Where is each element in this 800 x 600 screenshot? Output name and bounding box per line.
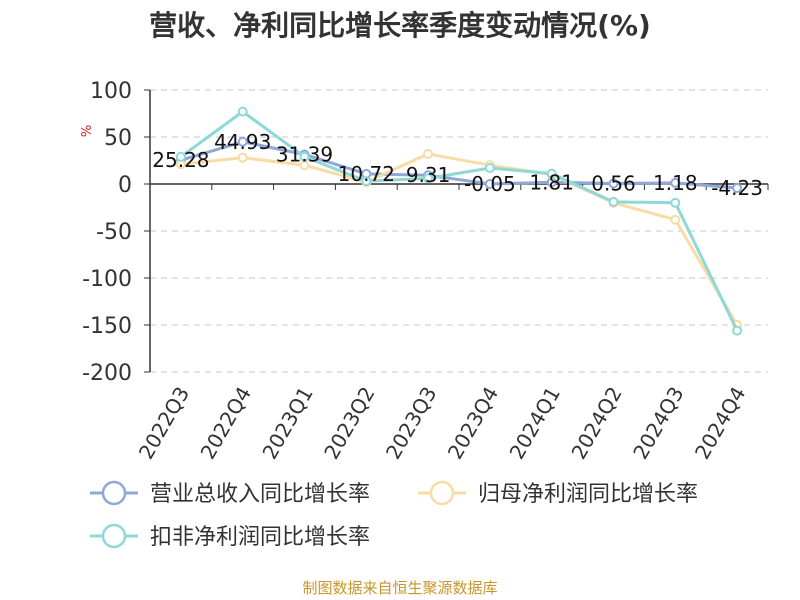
x-tick-label: 2024Q2 — [566, 383, 626, 464]
series-2-point — [670, 197, 681, 208]
x-tick-label: 2023Q1 — [257, 383, 317, 464]
x-tick-label: 2022Q4 — [196, 383, 256, 464]
legend-label: 扣非净利润同比增长率 — [150, 525, 370, 550]
series-0-point — [732, 182, 743, 193]
y-tick-label: -200 — [82, 361, 132, 386]
y-tick-label: -50 — [96, 220, 132, 245]
chart-title: 营收、净利同比增长率季度变动情况(%) — [149, 9, 651, 42]
series-2-point — [484, 163, 495, 174]
series-0-point — [670, 177, 681, 188]
y-tick-label: 0 — [118, 173, 132, 198]
legend-label: 归母净利润同比增长率 — [478, 482, 698, 507]
series-2-point — [237, 106, 248, 117]
data-label: 44.93 — [214, 130, 271, 154]
data-source-note: 制图数据来自恒生聚源数据库 — [302, 579, 498, 597]
series-0-point — [608, 178, 619, 189]
series-2-point — [732, 325, 743, 336]
series-line-0 — [180, 140, 738, 190]
series-lines — [175, 106, 743, 336]
y-tick-label: 100 — [90, 79, 132, 104]
x-tick-label: 2023Q2 — [319, 383, 379, 464]
series-2-point — [423, 173, 434, 184]
x-tick-label: 2024Q4 — [690, 383, 750, 464]
series-1-point — [237, 152, 248, 163]
series-0-point — [484, 179, 495, 190]
x-tick-label: 2023Q3 — [381, 383, 441, 464]
series-2-point — [608, 196, 619, 207]
legend-marker — [101, 523, 127, 549]
data-label: 0.56 — [591, 171, 636, 195]
data-label: 10.72 — [338, 162, 395, 186]
y-tick-label: 50 — [104, 126, 132, 151]
x-tick-label: 2024Q3 — [628, 383, 688, 464]
series-2-point — [175, 151, 186, 162]
y-tick-label: -150 — [82, 314, 132, 339]
legend-marker — [101, 480, 127, 506]
series-1-point — [670, 214, 681, 225]
series-0-point — [237, 136, 248, 147]
data-label: 9.31 — [406, 163, 451, 187]
data-label: 31.39 — [276, 142, 333, 166]
data-label: -0.05 — [464, 172, 516, 196]
y-axis-label: % — [80, 125, 95, 137]
series-line-2 — [180, 110, 739, 332]
x-tick-label: 2022Q3 — [134, 383, 194, 464]
data-label: 25.28 — [152, 148, 209, 172]
data-label: 1.81 — [529, 170, 574, 194]
data-label: -4.23 — [711, 176, 763, 200]
series-line-1 — [180, 152, 739, 326]
x-tick-label: 2023Q4 — [443, 383, 503, 464]
legend-marker — [429, 480, 455, 506]
legend-item-2[interactable]: 扣非净利润同比增长率 — [90, 523, 370, 550]
legend-item-1[interactable]: 归母净利润同比增长率 — [418, 480, 698, 507]
legend-label: 营业总收入同比增长率 — [150, 482, 370, 507]
x-tick-label: 2024Q1 — [505, 383, 565, 464]
data-label: 1.18 — [653, 171, 698, 195]
legend-item-0[interactable]: 营业总收入同比增长率 — [90, 480, 370, 507]
y-tick-label: -100 — [82, 267, 132, 292]
series-2-point — [361, 176, 372, 187]
series-2-point — [299, 151, 310, 162]
series-1-point — [423, 148, 434, 159]
series-2-point — [546, 168, 557, 179]
